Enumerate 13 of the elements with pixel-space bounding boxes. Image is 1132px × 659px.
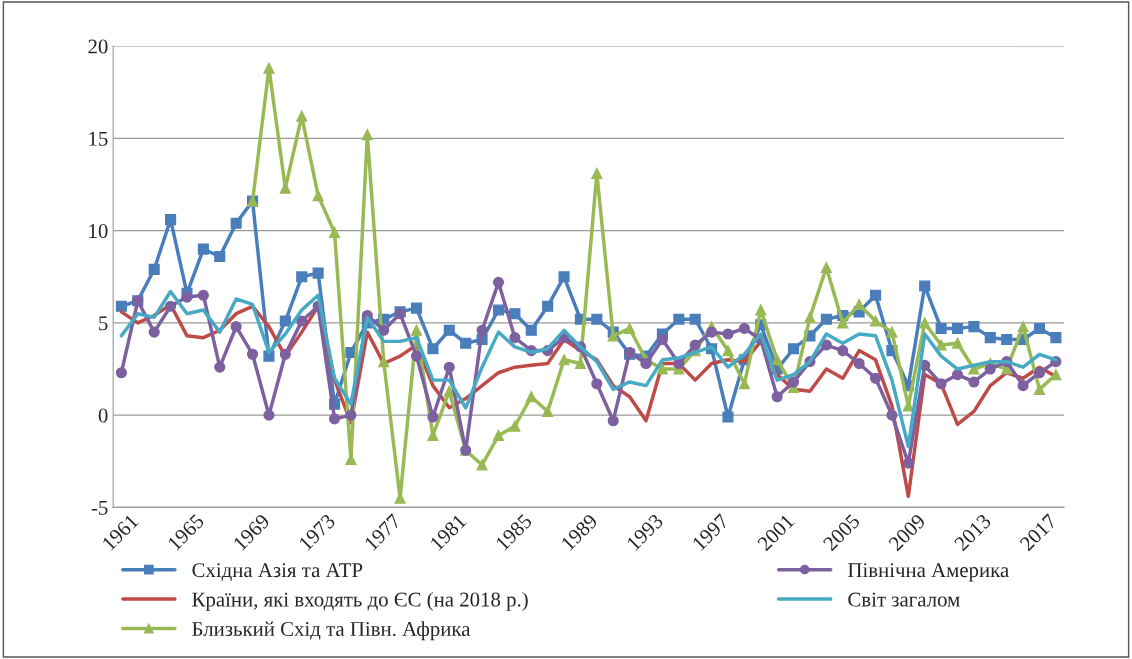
y-tick-label: 5 <box>99 316 108 331</box>
y-tick-label: 15 <box>89 131 108 146</box>
y-tick-label: 10 <box>89 224 108 239</box>
legend-label: Північна Америка <box>848 563 1009 582</box>
x-tick-label: 2001 <box>756 513 795 552</box>
legend-label: Країни, які входять до ЄС (на 2018 р.) <box>192 591 528 611</box>
legend-label: Близький Схід та Півн. Африка <box>192 621 471 641</box>
y-tick-label: -5 <box>91 501 108 515</box>
y-tick-label: 0 <box>98 408 108 423</box>
y-tick-label: 20 <box>88 39 108 54</box>
legend-label: Східна Азія та АТР <box>192 563 363 581</box>
x-tick-label: 1981 <box>429 513 467 551</box>
legend-label: Світ загалом <box>848 592 960 607</box>
